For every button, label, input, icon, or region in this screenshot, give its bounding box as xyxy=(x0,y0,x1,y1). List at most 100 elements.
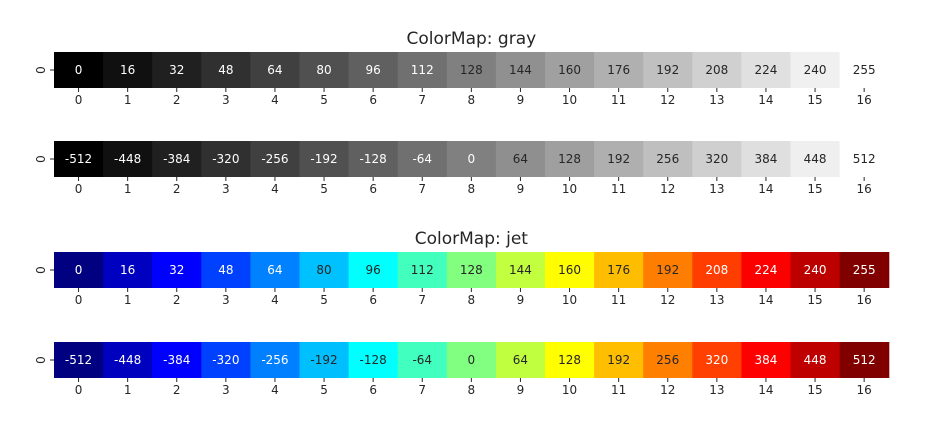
y-tick-label: 0 xyxy=(34,356,48,364)
y-tick-label: 0 xyxy=(34,266,48,274)
cell-label: 96 xyxy=(366,263,381,277)
x-tick-label: 14 xyxy=(758,182,773,196)
cell-label: 160 xyxy=(558,63,581,77)
cell-label: -320 xyxy=(212,353,239,367)
cell-label: 224 xyxy=(754,263,777,277)
x-tick-label: 10 xyxy=(562,182,577,196)
cell-label: 448 xyxy=(804,152,827,166)
x-tick-label: 11 xyxy=(611,293,626,307)
x-tick-label: 8 xyxy=(468,93,476,107)
x-tick-label: 8 xyxy=(468,293,476,307)
x-tick-label: 12 xyxy=(660,383,675,397)
heatmap-cell xyxy=(741,342,792,378)
x-tick-label: 9 xyxy=(517,93,525,107)
heatmap-cell xyxy=(692,342,742,378)
heatmap-cell xyxy=(201,342,251,378)
cell-label: 512 xyxy=(853,353,876,367)
heatmap-cell xyxy=(348,252,399,288)
heatmap-cell xyxy=(299,141,350,177)
cell-label: 64 xyxy=(513,353,528,367)
heatmap-cell xyxy=(495,141,546,177)
x-tick-label: 7 xyxy=(418,93,426,107)
heatmap-cell xyxy=(201,252,251,288)
x-tick-label: 5 xyxy=(320,293,328,307)
cell-label: 448 xyxy=(804,353,827,367)
cell-label: 0 xyxy=(468,353,476,367)
x-tick-label: 13 xyxy=(709,383,724,397)
heatmap-cell xyxy=(643,52,693,88)
heatmap-cell xyxy=(250,252,301,288)
heatmap-cell xyxy=(348,141,399,177)
x-tick-label: 9 xyxy=(517,182,525,196)
cell-label: -128 xyxy=(360,353,387,367)
x-tick-label: 2 xyxy=(173,383,181,397)
x-tick-label: 11 xyxy=(611,93,626,107)
cell-label: -64 xyxy=(412,353,432,367)
x-tick-label: 15 xyxy=(807,293,822,307)
heatmap-cell xyxy=(643,342,693,378)
cell-label: 48 xyxy=(218,263,233,277)
heatmap-cell xyxy=(594,342,644,378)
heatmap-cell xyxy=(790,52,841,88)
cell-label: 176 xyxy=(607,263,630,277)
cell-label: 320 xyxy=(705,353,728,367)
x-tick-label: 0 xyxy=(75,383,83,397)
x-tick-label: 16 xyxy=(857,383,872,397)
cell-label: 512 xyxy=(853,152,876,166)
heatmap-cell xyxy=(643,141,693,177)
x-tick-label: 14 xyxy=(758,383,773,397)
cell-label: 128 xyxy=(558,353,581,367)
heatmap-cell xyxy=(692,52,742,88)
heatmap-cell xyxy=(741,252,792,288)
x-tick-label: 4 xyxy=(271,383,279,397)
heatmap-cell xyxy=(397,52,448,88)
heatmap-cell xyxy=(741,141,792,177)
cell-label: 96 xyxy=(366,63,381,77)
heatmap-cell xyxy=(348,52,399,88)
x-tick-label: 0 xyxy=(75,93,83,107)
x-tick-label: 11 xyxy=(611,383,626,397)
heatmap-cell xyxy=(594,252,644,288)
heatmap-cell xyxy=(790,342,841,378)
x-tick-label: 2 xyxy=(173,182,181,196)
heatmap-cell xyxy=(446,252,497,288)
heatmap-cell xyxy=(250,342,301,378)
heatmap-cell xyxy=(152,252,202,288)
cell-label: -256 xyxy=(261,353,288,367)
x-tick-label: 12 xyxy=(660,93,675,107)
heatmap-cell xyxy=(54,52,104,88)
cell-label: -448 xyxy=(114,152,141,166)
cell-label: 128 xyxy=(460,263,483,277)
heatmap-cell xyxy=(201,52,251,88)
x-tick-label: 3 xyxy=(222,383,230,397)
x-tick-label: 7 xyxy=(418,383,426,397)
cell-label: 240 xyxy=(804,63,827,77)
cell-label: 240 xyxy=(804,263,827,277)
x-tick-label: 6 xyxy=(369,182,377,196)
cell-label: 48 xyxy=(218,63,233,77)
heatmap-cell xyxy=(250,141,301,177)
cell-label: 128 xyxy=(460,63,483,77)
heatmap-cell xyxy=(446,141,497,177)
heatmap-cell xyxy=(299,52,350,88)
x-tick-label: 2 xyxy=(173,93,181,107)
x-tick-label: 10 xyxy=(562,383,577,397)
cell-label: 384 xyxy=(754,152,777,166)
chart-title: ColorMap: gray xyxy=(407,29,537,49)
cell-label: 384 xyxy=(754,353,777,367)
cell-label: -256 xyxy=(261,152,288,166)
cell-label: 64 xyxy=(513,152,528,166)
x-tick-label: 4 xyxy=(271,182,279,196)
heatmap-cell xyxy=(790,252,841,288)
cell-label: 144 xyxy=(509,263,532,277)
y-tick-label: 0 xyxy=(34,155,48,163)
x-tick-label: 1 xyxy=(124,293,132,307)
x-tick-label: 5 xyxy=(320,182,328,196)
heatmap-cell xyxy=(348,342,399,378)
x-tick-label: 16 xyxy=(857,182,872,196)
heatmap-cell xyxy=(299,342,350,378)
cell-label: 192 xyxy=(607,152,630,166)
heatmap-cell xyxy=(152,52,202,88)
x-tick-label: 3 xyxy=(222,293,230,307)
chart-title: ColorMap: jet xyxy=(415,229,529,249)
